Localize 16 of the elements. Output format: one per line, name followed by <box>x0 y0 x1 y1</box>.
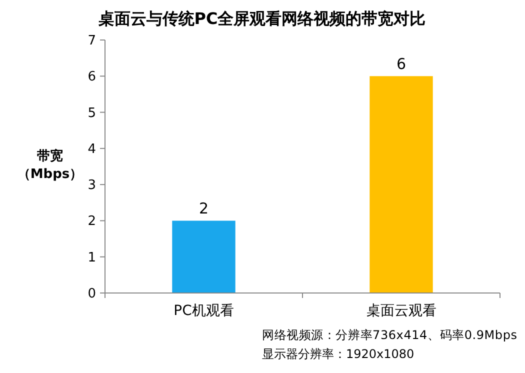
y-tick-label: 1 <box>88 250 96 266</box>
y-axis-title: 带宽（Mbps） <box>17 148 83 182</box>
x-tick-label: 桌面云观看 <box>366 303 436 319</box>
data-label: 2 <box>198 200 209 218</box>
y-tick-label: 4 <box>88 142 96 157</box>
y-tick-label: 3 <box>88 178 96 194</box>
y-tick-label: 7 <box>88 34 96 48</box>
y-tick-label: 0 <box>88 286 96 302</box>
chart-title: 桌面云与传统PC全屏观看网络视频的带宽对比 <box>97 9 426 28</box>
y-tick-label: 5 <box>88 106 96 121</box>
y-tick-label: 6 <box>88 70 96 85</box>
y-tick-label: 2 <box>88 214 96 230</box>
text: 显示器分辨率：1920x1080 <box>262 347 414 361</box>
x-tick-label: PC机观看 <box>174 303 234 319</box>
data-label: 6 <box>396 55 406 74</box>
text: 网络视频源：分辨率736x414、码率0.9Mbps <box>262 328 517 342</box>
